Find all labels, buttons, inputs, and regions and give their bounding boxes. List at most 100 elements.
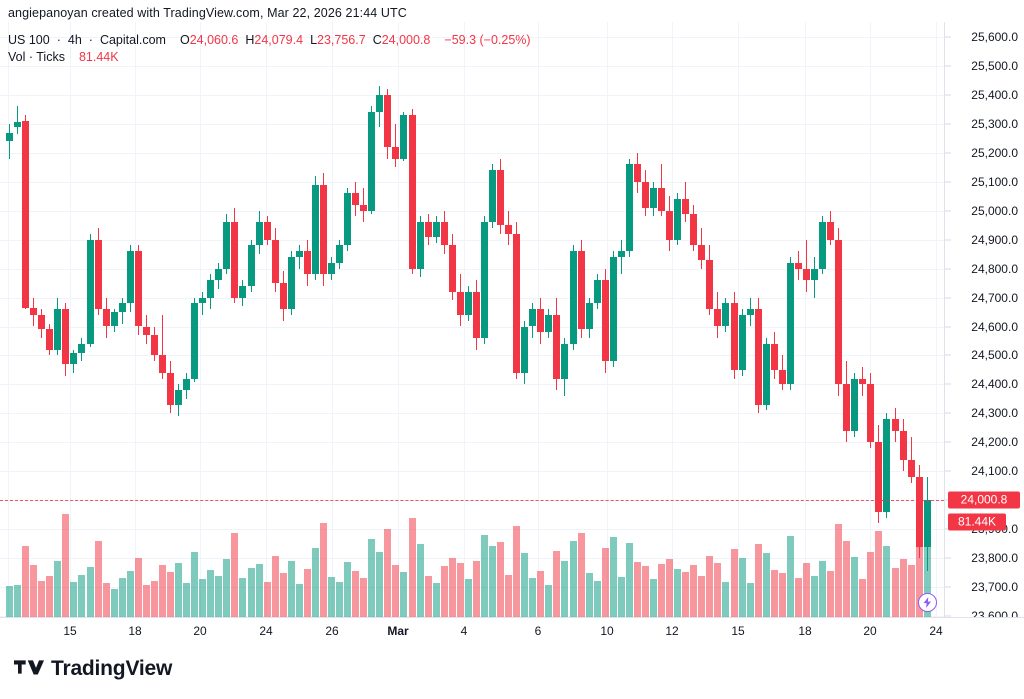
candle-body (698, 245, 706, 260)
volume-bar (497, 541, 505, 617)
candle-body (811, 268, 818, 281)
volume-bar (899, 559, 907, 617)
price-tick-label: 25,300.0 (971, 116, 1018, 131)
candle-body (384, 94, 392, 147)
candle-body (215, 268, 223, 281)
candle-body (658, 187, 666, 211)
candle-body (545, 314, 553, 333)
gridline-horizontal (0, 239, 944, 241)
chart-plot-area[interactable] (0, 22, 944, 617)
gridline-horizontal (0, 558, 944, 560)
candle-body (311, 184, 319, 275)
candle-wick (298, 245, 300, 269)
candle-body (480, 222, 488, 339)
volume-bar (923, 514, 931, 617)
candle-body (336, 245, 344, 263)
candle-body (907, 459, 915, 478)
candle-wick (202, 291, 204, 315)
time-tick-label: 15 (731, 624, 745, 638)
volume-bar (279, 573, 287, 617)
volume-bar (762, 553, 770, 617)
candle-body (915, 477, 923, 547)
price-tick-dash (945, 354, 951, 356)
candle-body (891, 419, 899, 431)
volume-bar (295, 584, 303, 617)
volume-bar (859, 579, 867, 617)
gridline-horizontal (0, 384, 944, 386)
gridline-vertical (870, 22, 871, 617)
price-tick-dash (945, 152, 951, 154)
volume-bar (658, 564, 666, 617)
candle-body (408, 115, 416, 269)
volume-bar (545, 585, 553, 617)
candle-body (150, 335, 158, 356)
candle-body (666, 210, 674, 240)
last-volume-badge[interactable]: 81.44K (948, 513, 1006, 531)
time-tick-label: 18 (128, 624, 142, 638)
candle-body (287, 257, 295, 310)
gridline-horizontal (0, 471, 944, 473)
volume-bar (360, 578, 368, 617)
volume-bar (336, 581, 344, 617)
gridline-vertical (200, 22, 201, 617)
gridline-vertical (70, 22, 71, 617)
volume-bar (480, 534, 488, 617)
candle-body (400, 115, 408, 159)
time-axis[interactable]: 15 18 20 24 26 Mar 4 6 10 12 15 18 20 24 (0, 617, 1024, 645)
price-tick-dash (945, 210, 951, 212)
volume-bar (875, 531, 883, 617)
candle-body (183, 378, 191, 391)
price-tick-label: 24,900.0 (971, 232, 1018, 247)
price-tick-label: 24,800.0 (971, 261, 1018, 276)
price-axis[interactable]: 25,600.0 25,500.0 25,400.0 25,300.0 25,200.0… (944, 22, 1024, 623)
candle-body (223, 222, 231, 269)
volume-bar (666, 559, 674, 617)
candle-body (633, 164, 641, 182)
candle-wick (161, 314, 163, 379)
candle-body (899, 430, 907, 460)
candle-body (472, 291, 480, 339)
last-price-badge[interactable]: 24,000.8 (948, 491, 1020, 509)
candle-body (802, 268, 810, 281)
candle-body (142, 326, 150, 336)
tradingview-logo-icon (14, 659, 44, 674)
volume-bar (867, 552, 875, 617)
time-tick-label: 18 (798, 624, 812, 638)
candle-body (279, 283, 287, 310)
candle-body (416, 222, 424, 269)
candle-body (62, 309, 70, 365)
candle-body (778, 369, 786, 385)
volume-bar (641, 566, 649, 617)
volume-bar (328, 576, 335, 617)
gridline-horizontal (0, 326, 944, 328)
volume-bar (706, 555, 714, 617)
candle-body (875, 442, 883, 512)
lightning-bolt-icon[interactable] (917, 593, 937, 612)
candlestick-series (0, 22, 944, 617)
candle-body (360, 204, 368, 211)
candle-body (464, 291, 472, 315)
volume-bar (46, 575, 54, 617)
price-tick-dash (945, 412, 951, 414)
candle-body (650, 187, 657, 208)
volume-bar (569, 540, 577, 617)
volume-bar (794, 578, 802, 617)
candle-body (22, 120, 30, 308)
gridline-horizontal (0, 413, 944, 415)
gridline-vertical (738, 22, 739, 617)
volume-bar (456, 562, 464, 617)
volume-bar (223, 559, 231, 617)
price-tick-dash (945, 586, 951, 588)
time-tick-label: 10 (600, 624, 614, 638)
gridline-horizontal (0, 529, 944, 531)
volume-bar (303, 568, 311, 617)
volume-bar (191, 552, 199, 617)
candle-body (110, 312, 118, 327)
price-tick-dash (945, 94, 951, 96)
price-tick-label: 25,600.0 (971, 30, 1018, 44)
volume-bar (344, 561, 352, 617)
volume-bar (907, 565, 915, 617)
gridline-vertical (332, 22, 333, 617)
candle-body (167, 372, 174, 405)
volume-bar (883, 546, 891, 617)
